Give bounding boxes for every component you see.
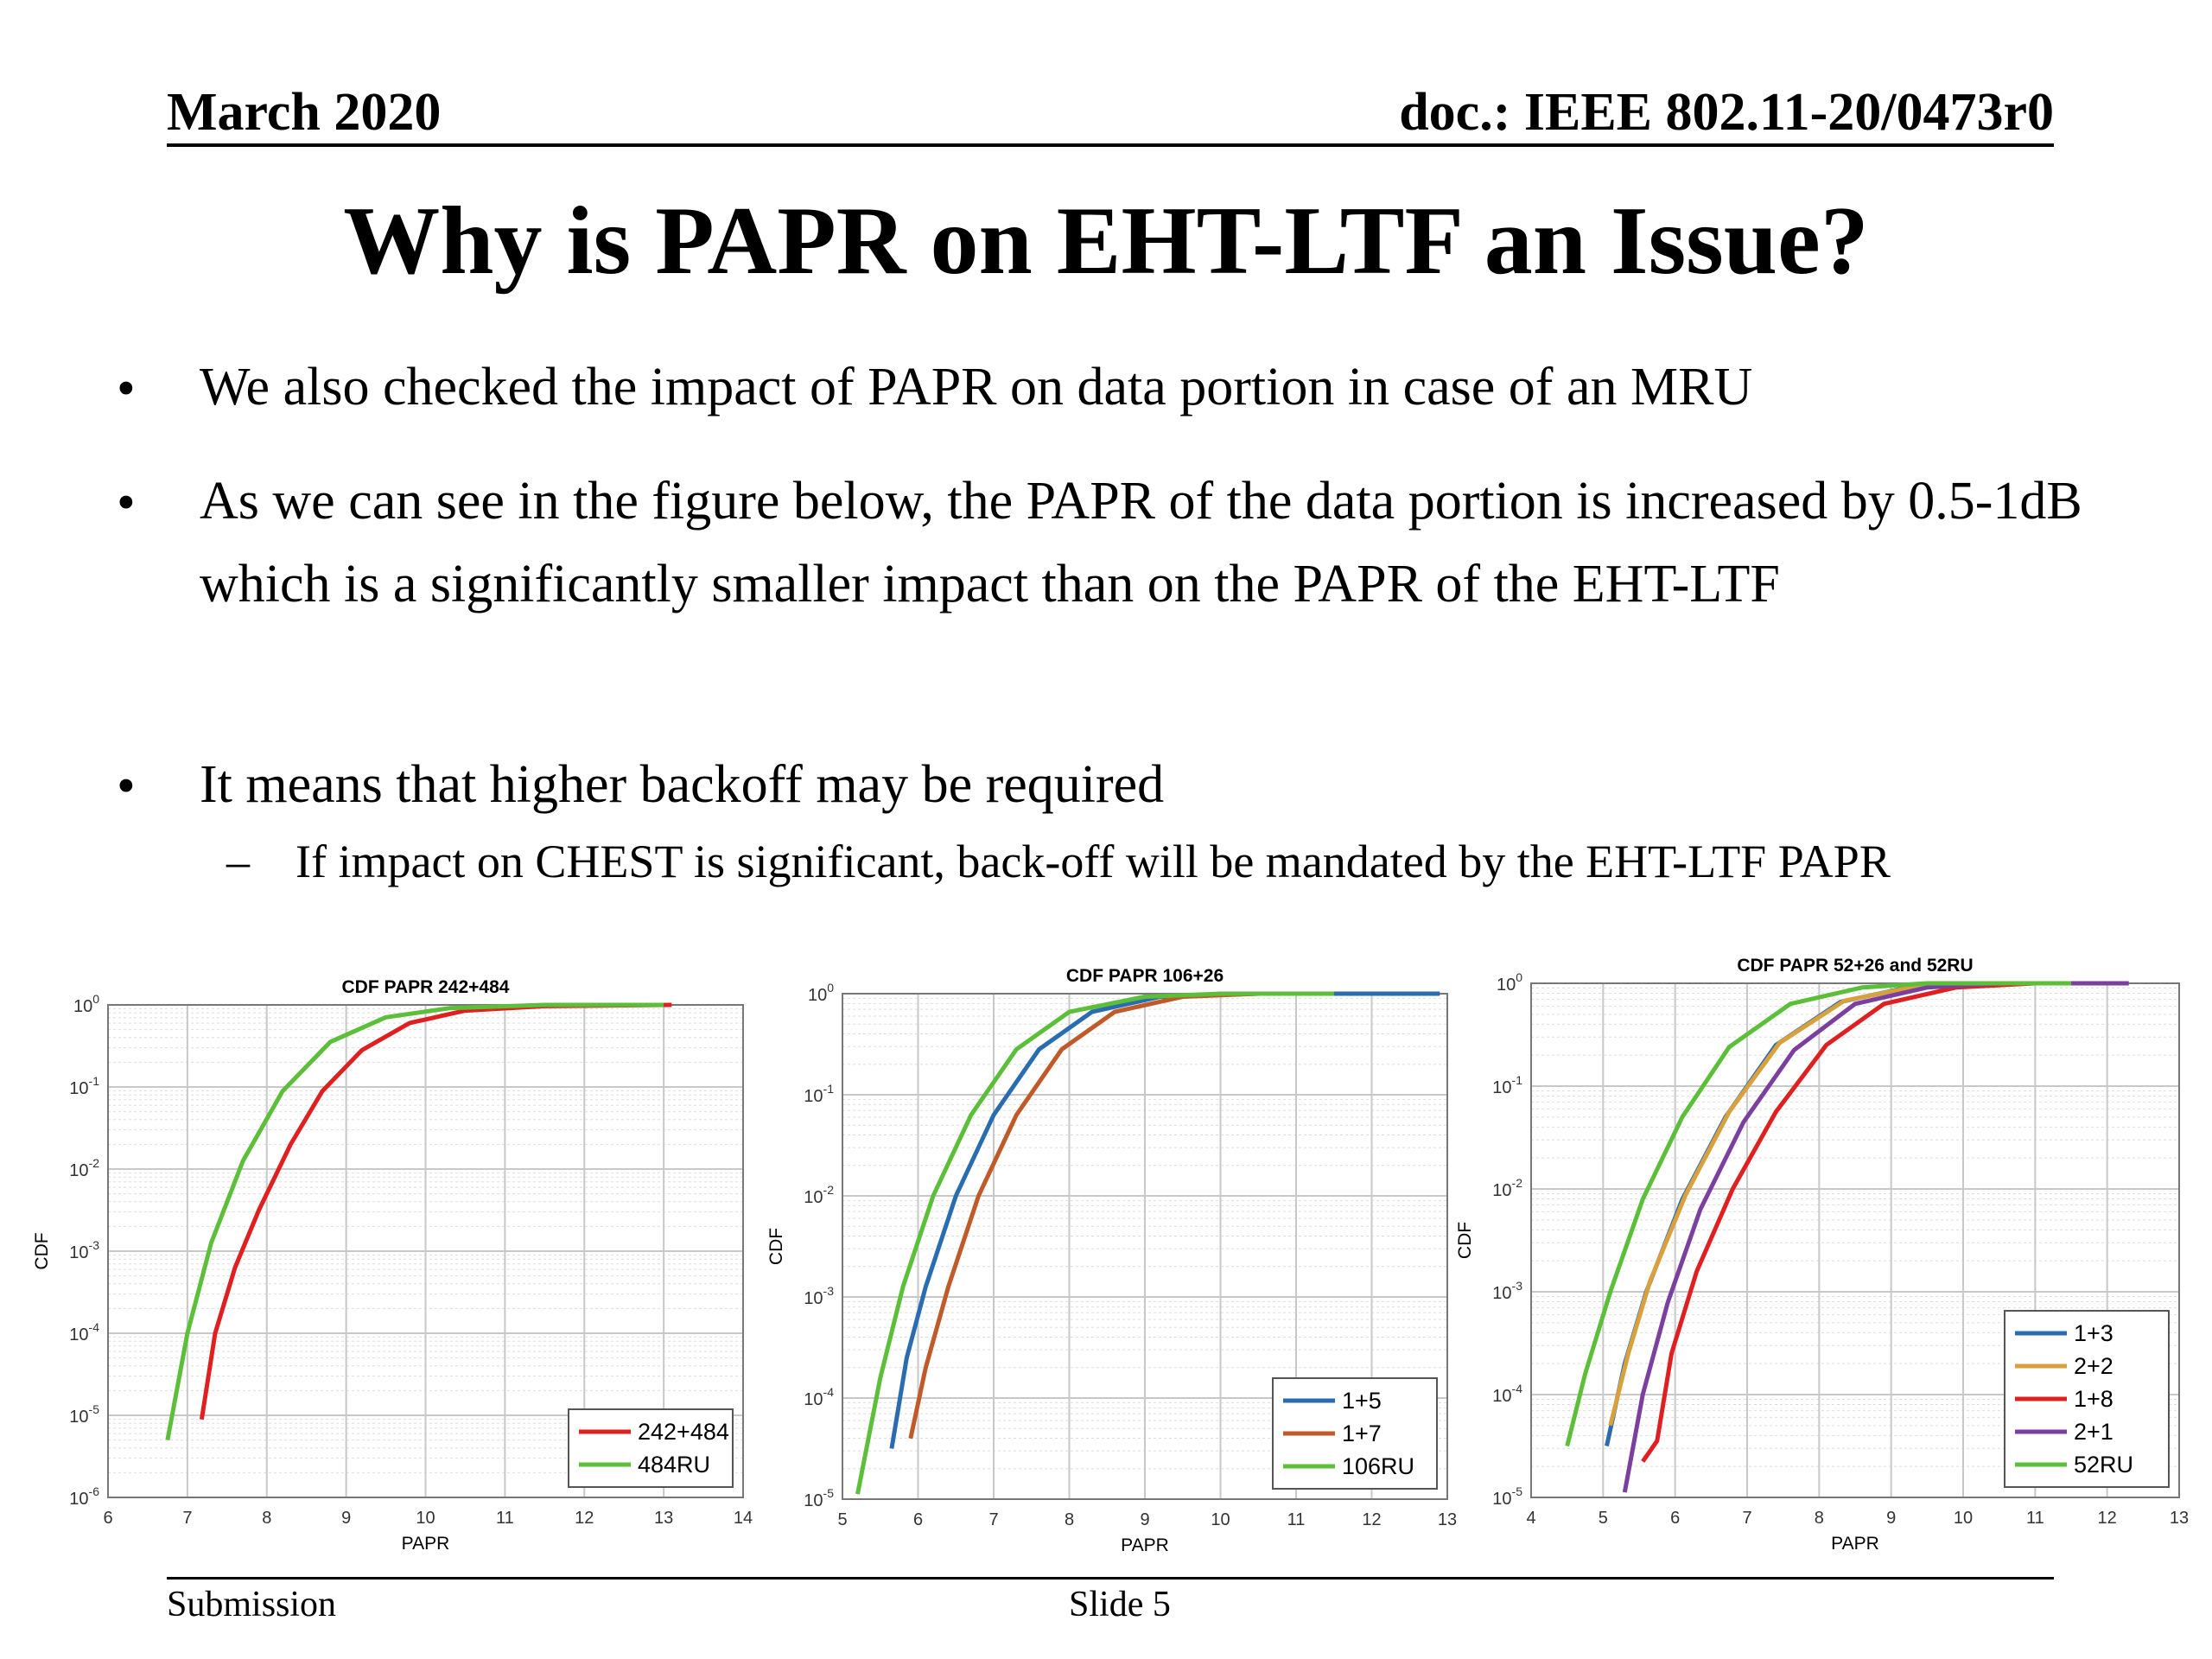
series-line-52RU <box>1565 981 2071 1447</box>
y-tick-label: 10-1 <box>69 1074 99 1098</box>
x-tick-label: 12 <box>575 1509 594 1528</box>
header-doc-number: doc.: IEEE 802.11-20/0473r0 <box>1399 83 2054 142</box>
plot-frame <box>842 993 1448 1500</box>
x-tick-label: 7 <box>1742 1509 1751 1528</box>
legend-label: 242+484 <box>638 1419 729 1445</box>
y-tick-label: 100 <box>73 992 99 1016</box>
x-tick-label: 13 <box>2170 1509 2189 1528</box>
x-tick-label: 12 <box>2098 1509 2117 1528</box>
footer-slide-number: Slide 5 <box>1069 1585 1171 1624</box>
bullet-text-3: It means that higher backoff may be requ… <box>200 755 1165 814</box>
x-tick-label: 6 <box>1670 1509 1680 1528</box>
x-tick-label: 7 <box>988 1510 998 1529</box>
sub-bullet-marker: – <box>226 836 250 887</box>
y-tick-label: 10-6 <box>69 1484 99 1509</box>
y-tick-label: 10-5 <box>804 1486 834 1510</box>
plot-frame <box>107 1004 744 1498</box>
series-line-1+7 <box>908 991 1334 1440</box>
series-line-106RU <box>855 991 1334 1495</box>
header-date: March 2020 <box>167 83 442 142</box>
y-tick-label: 100 <box>1497 970 1522 995</box>
x-tick-label: 9 <box>1886 1509 1896 1528</box>
x-tick-label: 11 <box>496 1509 514 1528</box>
legend-label: 1+3 <box>2074 1320 2113 1346</box>
slide-title: Why is PAPR on EHT-LTF an Issue? <box>343 188 1869 295</box>
bullet-marker-1: • <box>117 359 136 418</box>
y-tick-label: 10-3 <box>69 1238 99 1262</box>
footer-rule <box>167 1577 2054 1580</box>
x-tick-label: 4 <box>1526 1509 1535 1528</box>
y-tick-label: 10-1 <box>1492 1073 1522 1097</box>
y-axis-label: CDF <box>32 1232 52 1269</box>
y-tick-label: 10-3 <box>804 1284 834 1308</box>
x-tick-label: 5 <box>1599 1509 1608 1528</box>
x-tick-label: 14 <box>734 1509 753 1528</box>
bullet-text-1: We also checked the impact of PAPR on da… <box>200 358 1753 416</box>
x-tick-label: 11 <box>2026 1509 2044 1528</box>
header-rule <box>167 143 2054 147</box>
x-axis-label: PAPR <box>1831 1534 1879 1554</box>
y-tick-label: 10-2 <box>1492 1176 1522 1200</box>
y-tick-label: 10-3 <box>1492 1279 1522 1303</box>
x-tick-label: 8 <box>1815 1509 1824 1528</box>
x-tick-label: 9 <box>341 1509 351 1528</box>
legend-label: 1+8 <box>2074 1386 2113 1412</box>
y-tick-label: 10-4 <box>804 1385 834 1409</box>
legend-box <box>568 1408 734 1488</box>
legend-label: 106RU <box>1342 1453 1414 1479</box>
x-tick-label: 13 <box>1438 1510 1457 1529</box>
series-line-242+484 <box>199 1002 672 1421</box>
x-tick-label: 8 <box>262 1509 271 1528</box>
x-axis-label: PAPR <box>1121 1535 1169 1555</box>
series-line-484RU <box>165 1002 664 1440</box>
x-tick-label: 10 <box>1954 1509 1973 1528</box>
x-tick-label: 10 <box>416 1509 435 1528</box>
y-axis-label: CDF <box>766 1228 786 1265</box>
x-tick-label: 11 <box>1287 1510 1306 1529</box>
chart-title: CDF PAPR 106+26 <box>1066 966 1224 986</box>
chart-title: CDF PAPR 52+26 and 52RU <box>1737 956 1973 976</box>
x-tick-label: 12 <box>1362 1510 1381 1529</box>
chart-2: 10-5 10-4 10-3 10-2 10-1 100 5 6 7 8 9 10 11 12 13 CDF … <box>766 966 1457 1555</box>
y-tick-label: 10-4 <box>69 1320 99 1344</box>
x-axis-label: PAPR <box>402 1534 450 1554</box>
legend-label: 2+1 <box>2074 1419 2113 1445</box>
legend-label: 1+5 <box>1342 1388 1382 1414</box>
bullet-marker-3: • <box>117 757 136 816</box>
bullet-text-2: As we can see in the figure below, the P… <box>200 472 2082 613</box>
x-tick-label: 6 <box>103 1509 112 1528</box>
x-tick-label: 10 <box>1211 1510 1230 1529</box>
bullet-marker-2: • <box>117 474 136 532</box>
legend-label: 1+7 <box>1342 1421 1382 1446</box>
chart-1: 10-6 10-5 10-4 10-3 10-2 10-1 100 6 7 8 9 10 11 12 13 1… <box>32 977 753 1554</box>
legend-label: 2+2 <box>2074 1353 2113 1379</box>
y-axis-label: CDF <box>1455 1222 1475 1259</box>
y-tick-label: 10-5 <box>1492 1484 1522 1509</box>
x-tick-label: 5 <box>837 1510 847 1529</box>
x-tick-label: 9 <box>1140 1510 1149 1529</box>
x-tick-label: 8 <box>1065 1510 1074 1529</box>
legend-label: 484RU <box>638 1452 710 1478</box>
x-tick-label: 7 <box>182 1509 192 1528</box>
x-tick-label: 6 <box>913 1510 923 1529</box>
x-tick-label: 13 <box>654 1509 673 1528</box>
plot-frame <box>1530 982 2180 1498</box>
sub-bullet-text: If impact on CHEST is significant, back-… <box>296 836 1891 887</box>
chart-3: 10-5 10-4 10-3 10-2 10-1 100 4 5 6 7 8 9 10 11 12 13 CDF… <box>1455 956 2189 1554</box>
y-tick-label: 10-5 <box>69 1402 99 1427</box>
y-tick-label: 10-2 <box>804 1183 834 1207</box>
y-tick-label: 10-4 <box>1492 1382 1522 1406</box>
footer-submission: Submission <box>167 1585 337 1624</box>
y-tick-label: 100 <box>808 981 834 1005</box>
chart-title: CDF PAPR 242+484 <box>342 977 510 997</box>
legend-label: 52RU <box>2074 1452 2133 1478</box>
y-tick-label: 10-2 <box>69 1156 99 1180</box>
y-tick-label: 10-1 <box>804 1082 834 1106</box>
